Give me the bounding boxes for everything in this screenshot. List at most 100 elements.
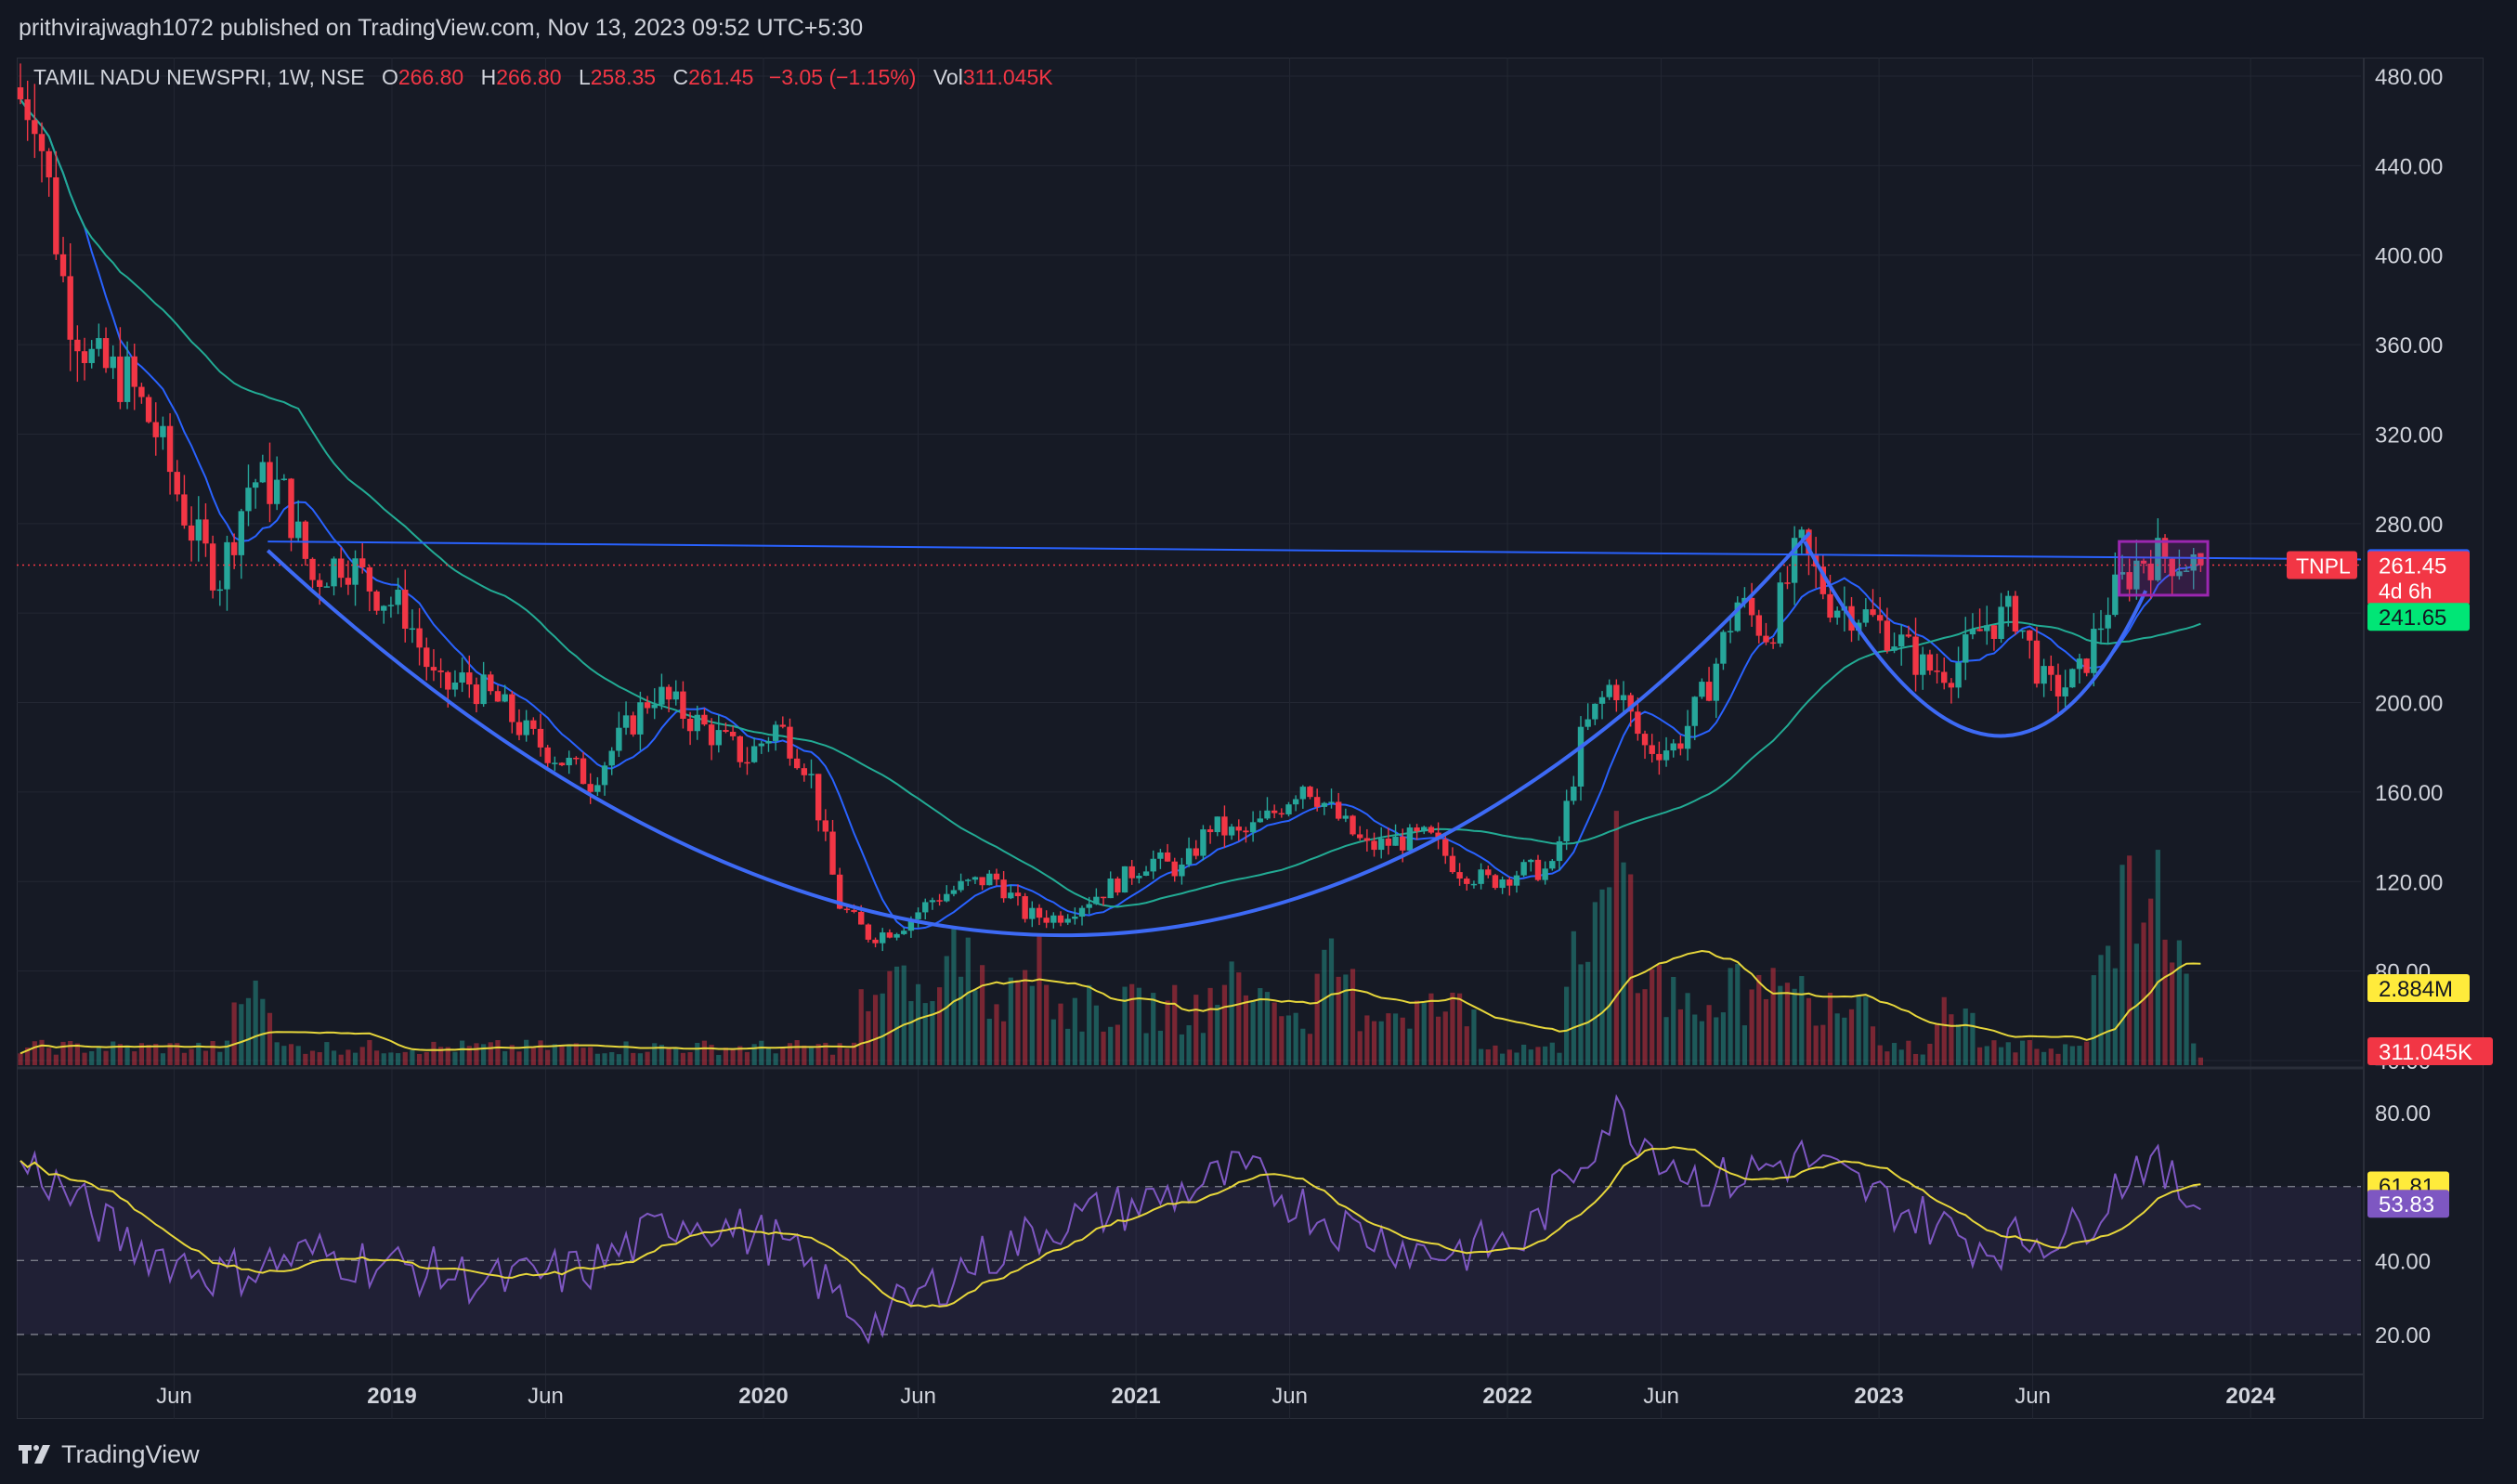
volume-bar	[1456, 993, 1463, 1065]
volume-bar	[2191, 1043, 2197, 1065]
candle-body	[2119, 572, 2126, 575]
candle-body	[502, 694, 508, 702]
time-tick-label: Jun	[1643, 1384, 1679, 1409]
volume-bar	[1763, 998, 1769, 1065]
volume-bar	[1970, 1012, 1976, 1065]
candle-body	[1142, 871, 1150, 877]
candle-body	[793, 758, 801, 769]
price-tick-label: 360.00	[2375, 333, 2443, 358]
volume-bar	[2084, 1041, 2090, 1065]
candle-body	[366, 566, 373, 592]
volume-bar	[1692, 1014, 1698, 1065]
volume-bar	[388, 1052, 394, 1065]
candle-body	[2076, 658, 2083, 670]
volume-bar	[509, 1045, 515, 1065]
volume-bar	[851, 1042, 857, 1065]
volume-bar	[1806, 997, 1812, 1065]
candle-body	[672, 691, 679, 700]
volume-bar	[431, 1041, 437, 1065]
candle-body	[2197, 553, 2204, 566]
candle-body	[1934, 670, 1940, 672]
time-tick-label: Jun	[900, 1384, 936, 1409]
candle-body	[245, 488, 252, 512]
candle-body	[1228, 827, 1235, 836]
volume-bar	[723, 1048, 729, 1065]
candle-body	[772, 724, 779, 741]
candle-body	[1827, 593, 1833, 618]
volume-bar	[1229, 961, 1234, 1065]
volume-bar	[1200, 1033, 1206, 1065]
volume-bar	[659, 1045, 665, 1065]
volume-bar	[1293, 1012, 1298, 1065]
volume-bar	[972, 990, 978, 1065]
volume-bar	[1357, 1031, 1363, 1065]
volume-bar	[111, 1041, 116, 1065]
volume-bar	[516, 1051, 522, 1065]
volume-bar	[666, 1047, 672, 1065]
candle-body	[1371, 840, 1377, 851]
time-tick-label: 2022	[1482, 1384, 1532, 1409]
candle-body	[480, 674, 487, 705]
footer-brand[interactable]: TradingView	[19, 1436, 200, 1473]
candle-body	[359, 558, 366, 567]
candle-body	[81, 351, 88, 363]
volume-bar	[381, 1053, 386, 1065]
volume-bar	[1272, 1002, 1277, 1065]
volume-bar	[1364, 1015, 1370, 1065]
volume-bar	[866, 1010, 871, 1065]
symbol-tag-bg	[2287, 551, 2357, 579]
volume-bar	[196, 1042, 202, 1065]
volume-bar	[1528, 1049, 1533, 1065]
candle-body	[1528, 859, 1534, 863]
candle-body	[424, 647, 430, 668]
candle-body	[1214, 816, 1220, 833]
candle-body	[808, 774, 815, 775]
candle-body	[552, 762, 558, 764]
volume-bar	[1087, 984, 1092, 1065]
candle-body	[1784, 582, 1791, 584]
candle-body	[373, 591, 380, 611]
tradingview-logo-icon	[19, 1443, 54, 1465]
volume-bar	[2141, 922, 2146, 1065]
candle-body	[1179, 864, 1185, 877]
volume-bar	[645, 1051, 650, 1065]
candle-body	[2091, 629, 2097, 673]
candle-body	[209, 543, 216, 591]
volume-bar	[274, 1042, 280, 1065]
volume-bar	[1493, 1045, 1498, 1065]
candle-body	[544, 747, 551, 763]
volume-bar	[1912, 1053, 1919, 1065]
candle-body	[580, 758, 587, 785]
volume-bar	[1650, 969, 1655, 1065]
volume-bar	[759, 1040, 764, 1065]
volume-bar	[709, 1045, 714, 1065]
candle-body	[1876, 615, 1884, 621]
candle-body	[880, 932, 886, 944]
candle-body	[758, 743, 765, 747]
candle-body	[1000, 879, 1007, 899]
volume-bar	[46, 1048, 52, 1065]
candle-body	[17, 87, 24, 99]
volume-bar	[580, 1048, 586, 1065]
candle-body	[851, 910, 857, 912]
volume-bar	[410, 1049, 415, 1065]
volume-bar	[1371, 1021, 1377, 1065]
volume-bar	[1037, 933, 1042, 1065]
volume-bar	[481, 1044, 487, 1065]
candle-body	[1912, 636, 1919, 675]
volume-bar	[346, 1049, 351, 1065]
candle-body	[1769, 642, 1777, 644]
candle-body	[1470, 883, 1478, 886]
volume-bar	[1407, 1028, 1413, 1065]
volume-bar	[60, 1041, 66, 1065]
rsi-tick-label: 20.00	[2375, 1323, 2431, 1348]
volume-bar	[2077, 1046, 2082, 1065]
price-tick-label: 400.00	[2375, 244, 2443, 269]
volume-bar	[1749, 989, 1754, 1065]
volume-bar	[231, 1002, 237, 1065]
candle-body	[765, 740, 772, 744]
candle-body	[1406, 827, 1414, 851]
volume-bar	[1621, 862, 1626, 1065]
candle-body	[38, 134, 46, 151]
